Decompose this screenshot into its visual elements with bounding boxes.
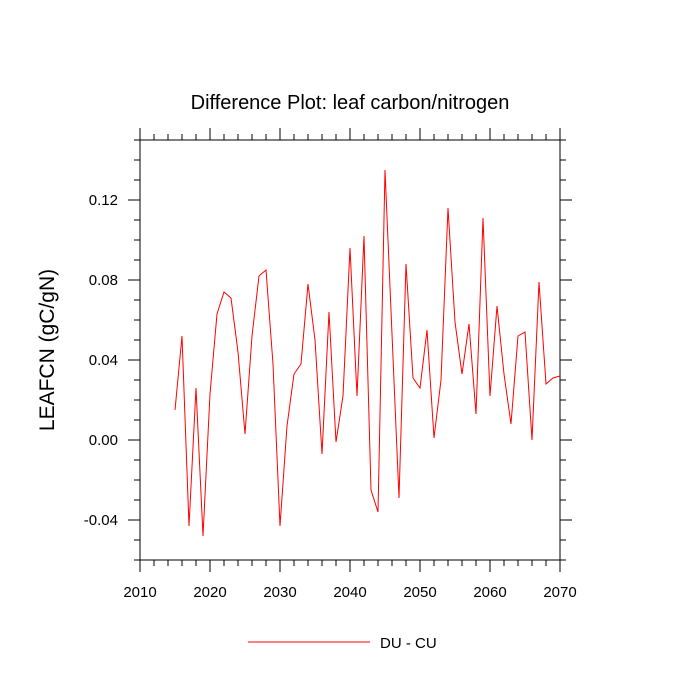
- legend: DU - CU: [248, 635, 437, 652]
- legend-label-du-cu: DU - CU: [380, 635, 437, 652]
- chart-title: Difference Plot: leaf carbon/nitrogen: [191, 92, 510, 114]
- y-tick-label: 0.12: [89, 192, 118, 209]
- major-ticks: [128, 128, 572, 572]
- y-tick-label: 0.08: [89, 272, 118, 289]
- series-layer: [174, 169, 561, 537]
- minor-ticks: [134, 134, 566, 566]
- y-axis-label: LEAFCN (gC/gN): [36, 269, 59, 431]
- series-line-du-cu: [174, 169, 561, 537]
- x-tick-label: 2030: [263, 584, 296, 601]
- x-tick-label: 2020: [193, 584, 226, 601]
- x-tick-label: 2040: [333, 584, 366, 601]
- x-tick-label: 2070: [543, 584, 576, 601]
- y-tick-label: -0.04: [84, 512, 118, 529]
- y-tick-label: 0.04: [89, 352, 118, 369]
- x-tick-label: 2060: [473, 584, 506, 601]
- y-tick-labels: -0.04 0.00 0.04 0.08 0.12: [84, 192, 118, 529]
- plot-frame: [139, 139, 561, 561]
- x-tick-label: 2010: [123, 584, 156, 601]
- y-tick-label: 0.00: [89, 432, 118, 449]
- x-tick-label: 2050: [403, 584, 436, 601]
- x-tick-labels: 2010 2020 2030 2040 2050 2060 2070: [123, 584, 576, 601]
